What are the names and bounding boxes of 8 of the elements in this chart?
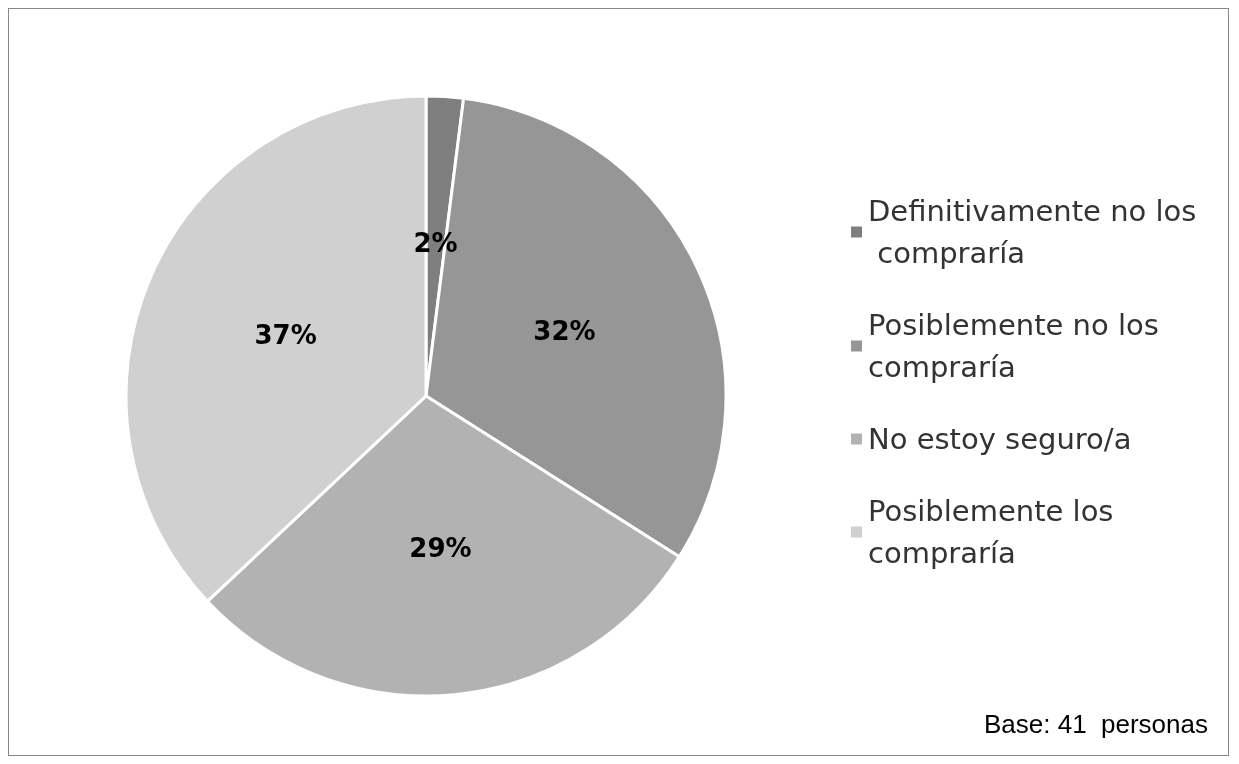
- data-label: 32%: [533, 315, 596, 346]
- legend-label: No estoy seguro/a: [868, 422, 1132, 456]
- legend-label: Posiblemente no los compraría: [868, 308, 1169, 384]
- data-label: 37%: [254, 320, 317, 351]
- legend-label: Posiblemente los compraría: [868, 494, 1123, 570]
- text: Base: 41 personas: [983, 709, 1209, 739]
- legend-label: Definitivamente no los compraría: [868, 194, 1197, 270]
- data-label: 29%: [409, 533, 472, 564]
